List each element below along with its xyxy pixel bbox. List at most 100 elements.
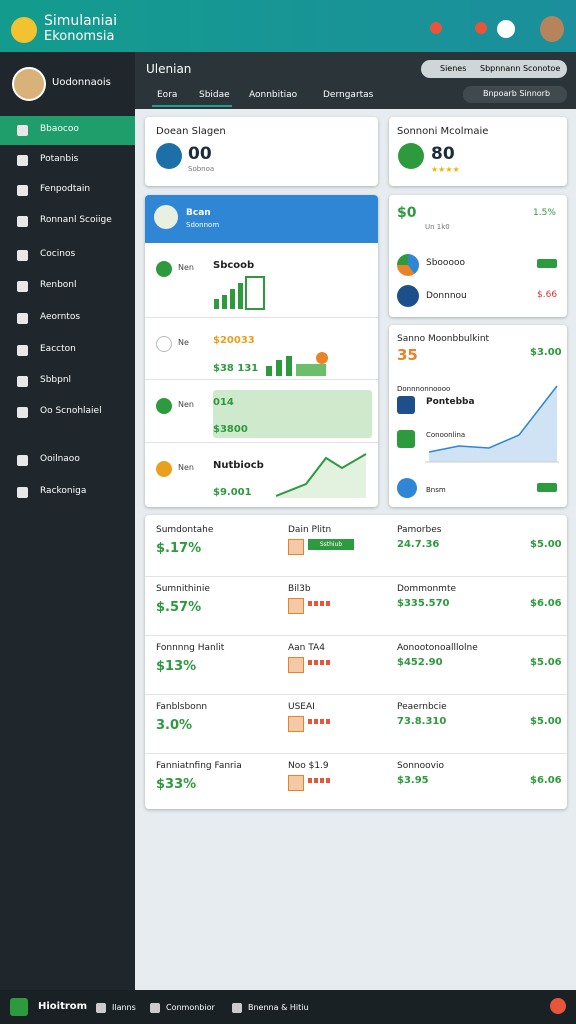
item-right-value: 24.7.36: [397, 539, 440, 550]
item-name: Fanniatnfing Fanria: [156, 761, 242, 771]
pie-icon: [397, 254, 419, 276]
summary-card: [145, 117, 378, 186]
tab[interactable]: Sbidae: [199, 90, 230, 100]
notification-icon[interactable]: [430, 22, 442, 34]
menu-item[interactable]: Aeorntos: [40, 312, 81, 322]
item-value: $33%: [156, 777, 197, 792]
user-avatar[interactable]: [540, 16, 564, 42]
tab-indicator: [152, 105, 232, 107]
panel-icon: [154, 205, 178, 229]
card-title: Doean Slagen: [156, 126, 226, 137]
row-tag: Ne: [178, 338, 189, 347]
footer-link[interactable]: Conmonbior: [166, 1003, 215, 1012]
row-label: $20033: [213, 335, 255, 346]
menu-item[interactable]: Oo Scnohlaiel: [40, 406, 102, 416]
menu-item[interactable]: Potanbis: [40, 154, 79, 164]
stats-change: 1.5%: [533, 208, 556, 218]
profile-name: Uodonnaois: [52, 77, 111, 88]
row-divider: [145, 442, 378, 443]
search-text: Sienes: [440, 64, 467, 73]
row-value: $38 131: [213, 363, 259, 374]
trend-item: Pontebba: [426, 397, 475, 407]
item-right: Peaernbcie: [397, 702, 447, 712]
card-icon: [398, 143, 424, 169]
menu-icon: [17, 407, 28, 418]
row-divider: [145, 379, 378, 380]
trend-legend: Donnnonnoooo: [397, 385, 451, 393]
row-tag: Nen: [178, 263, 194, 272]
menu-item[interactable]: Sbbpnl: [40, 375, 72, 385]
footer-icon: [232, 1003, 242, 1013]
item-right: Aonootonoalllolne: [397, 643, 478, 653]
list-divider: [145, 694, 567, 695]
row-divider: [145, 317, 378, 318]
trend-icon: [397, 430, 415, 448]
menu-item[interactable]: Cocinos: [40, 249, 76, 259]
item-right-value: 73.8.310: [397, 716, 447, 727]
tab[interactable]: Derngartas: [323, 90, 374, 100]
item-amount: $6.06: [530, 598, 562, 609]
chart-icon: [397, 285, 419, 307]
item-mid: Noo $1.9: [288, 761, 329, 771]
row-icon: [156, 461, 172, 477]
item-badge: Ssthiub: [308, 539, 354, 550]
menu-icon: [17, 345, 28, 356]
trend-item: Bnsm: [426, 486, 446, 494]
menu-icon: [17, 250, 28, 261]
sidebar: [0, 52, 135, 990]
footer-icon: [150, 1003, 160, 1013]
bar-sparkline: [266, 352, 328, 376]
stats-item-value: $.66: [537, 290, 558, 300]
menu-item[interactable]: Eaccton: [40, 344, 76, 354]
item-name: Fonnnng Hanlit: [156, 643, 225, 653]
status-badge: [537, 483, 557, 492]
tab[interactable]: Eora: [157, 90, 178, 100]
card-title: Sonnoni Mcolmaie: [397, 126, 489, 137]
item-right-value: $3.95: [397, 775, 429, 786]
item-amount: $5.00: [530, 716, 562, 727]
calendar-icon: [288, 598, 304, 614]
app-title: Ekonomsia: [44, 29, 115, 44]
calendar-icon: [288, 539, 304, 555]
profile-avatar: [12, 67, 46, 101]
menu-item[interactable]: Rackoniga: [40, 486, 87, 496]
stats-item: Sbooooo: [426, 258, 465, 268]
menu-item[interactable]: Fenpodtain: [40, 184, 91, 194]
alert-icon[interactable]: [475, 22, 487, 34]
item-amount: $5.00: [530, 539, 562, 550]
menu-item[interactable]: Bbaocoo: [40, 124, 79, 134]
item-mid: Dain Plitn: [288, 525, 332, 535]
menu-icon: [17, 155, 28, 166]
help-icon[interactable]: [497, 20, 515, 38]
calendar-icon: [288, 716, 304, 732]
row-value: $9.001: [213, 487, 252, 498]
row-label: 014: [213, 397, 234, 408]
card-value: 00: [188, 144, 212, 164]
trend-icon: [397, 396, 415, 414]
item-dots: [308, 778, 332, 783]
trend-item: Conoonlina: [426, 431, 466, 439]
menu-item[interactable]: Ronnanl Scoiige: [40, 215, 112, 225]
bar-sparkline: [214, 276, 265, 310]
app-title: Simulaniai: [44, 13, 117, 29]
list-card: [145, 515, 567, 809]
menu-item[interactable]: Renbonl: [40, 280, 77, 290]
footer-icon[interactable]: [550, 998, 566, 1014]
footer-link[interactable]: Bnenna & Hitiu: [248, 1003, 309, 1012]
menu-item[interactable]: Ooilnaoo: [40, 454, 80, 464]
footer-icon: [96, 1003, 106, 1013]
item-amount: $5.06: [530, 657, 562, 668]
item-name: Fanblsbonn: [156, 702, 208, 712]
panel-card: [145, 195, 378, 507]
row-icon: [156, 261, 172, 277]
tab[interactable]: Aonnbitiao: [249, 90, 298, 100]
menu-icon: [17, 455, 28, 466]
rating-stars: ★★★★: [431, 165, 460, 174]
item-dots: [308, 660, 332, 665]
footer-link[interactable]: Ilanns: [112, 1003, 136, 1012]
select[interactable]: [463, 86, 567, 103]
row-label: Sbcoob: [213, 260, 255, 271]
search-box[interactable]: [421, 60, 567, 78]
item-right: Dommonmte: [397, 584, 457, 594]
